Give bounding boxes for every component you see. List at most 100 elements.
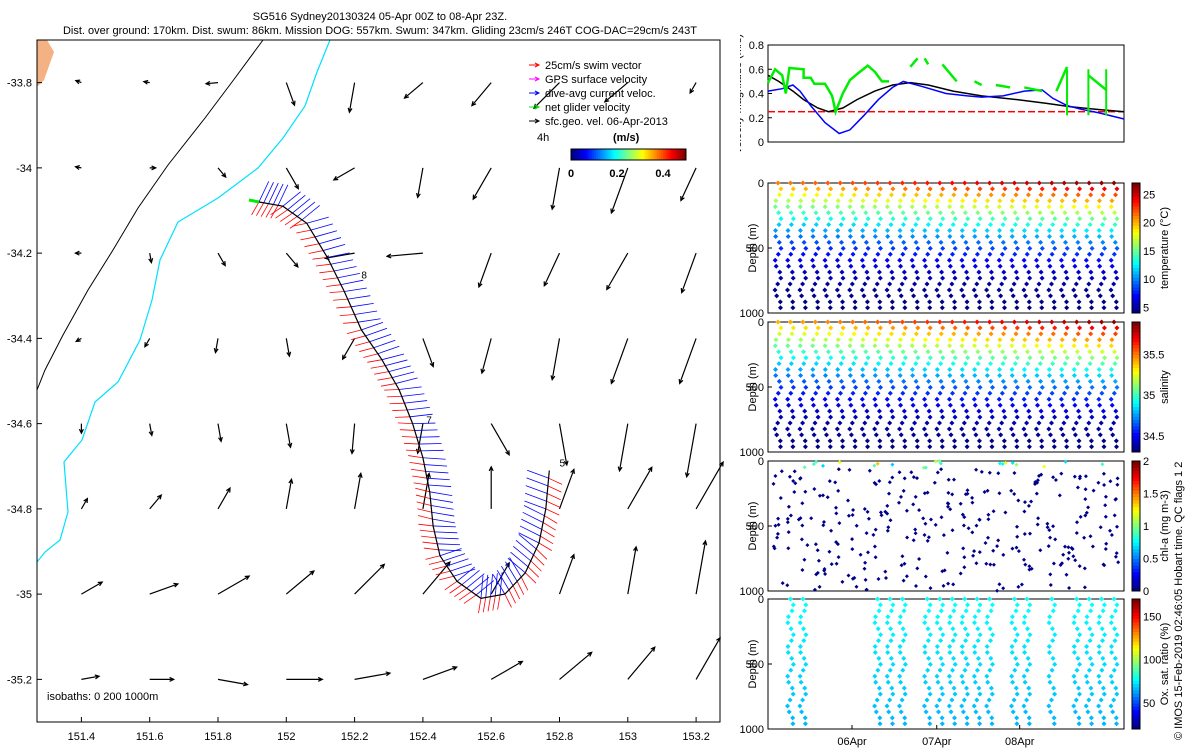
profile-point xyxy=(947,679,953,685)
profile-point xyxy=(902,384,908,390)
profile-point xyxy=(840,245,846,251)
profile-point xyxy=(1071,257,1077,263)
chl-point xyxy=(883,509,888,514)
dac-vector xyxy=(434,531,458,534)
profile-point xyxy=(1047,337,1053,343)
profile-point xyxy=(1012,638,1018,644)
dac-vector xyxy=(513,545,532,562)
swim-vector xyxy=(370,365,386,369)
profile-point xyxy=(850,319,856,325)
profile-point xyxy=(790,275,796,281)
chl-point xyxy=(1115,482,1120,487)
geo-velocity-arrow xyxy=(490,423,510,456)
profile-colorbar-swatch xyxy=(1132,587,1140,592)
chl-point xyxy=(904,574,909,579)
profile-point xyxy=(1098,281,1104,287)
profile-point xyxy=(1024,281,1030,287)
swim-vector xyxy=(300,236,316,241)
profile-point xyxy=(1021,396,1027,402)
chl-point xyxy=(1003,460,1008,465)
profile-point xyxy=(875,180,881,186)
profile-point xyxy=(924,319,930,325)
profile-point xyxy=(959,257,965,263)
profile-point xyxy=(964,685,969,691)
isobath-200m-line xyxy=(36,39,264,391)
profile-point xyxy=(776,210,782,216)
colorbar-swatch xyxy=(582,149,585,160)
profile-point xyxy=(1010,679,1016,685)
profile-point xyxy=(964,721,970,727)
profile-point xyxy=(803,602,809,608)
profile-point xyxy=(1009,426,1014,432)
profile-colorbar-swatch xyxy=(1132,706,1140,710)
profile-point xyxy=(1052,355,1058,361)
chl-point xyxy=(1114,497,1118,501)
chl-point xyxy=(1116,560,1121,565)
profile-point xyxy=(840,325,846,331)
profile-point xyxy=(1084,679,1090,685)
profile-point xyxy=(926,269,932,275)
profile-point xyxy=(1051,685,1057,691)
profile-point xyxy=(848,198,854,204)
profile-point xyxy=(802,438,808,444)
profile-point xyxy=(840,355,846,361)
profile-point xyxy=(802,305,808,311)
profile-point xyxy=(797,287,803,293)
colorbar-swatch xyxy=(651,149,654,160)
profile-point xyxy=(976,192,982,198)
profile-point xyxy=(801,361,807,367)
colorbar-swatch xyxy=(653,149,656,160)
profile-point xyxy=(949,420,955,426)
profile-point xyxy=(1089,305,1095,311)
profile-point xyxy=(948,709,954,715)
profile-point xyxy=(938,361,944,367)
profile-point xyxy=(859,257,865,263)
profile-point xyxy=(825,349,831,355)
profile-point xyxy=(1012,667,1018,673)
chl-point xyxy=(1072,474,1077,479)
profile-point xyxy=(1027,355,1033,361)
profile-point xyxy=(1014,325,1020,331)
profile-colorbar-swatch xyxy=(1132,490,1140,494)
profile-point xyxy=(873,614,878,620)
profile-point xyxy=(872,367,878,372)
profile-point xyxy=(877,721,883,727)
profile-point xyxy=(1051,299,1057,305)
chl-point xyxy=(1058,563,1063,567)
dac-vector xyxy=(268,182,279,204)
profile-point xyxy=(1074,319,1080,325)
profile-point xyxy=(1021,343,1027,349)
profile-point xyxy=(987,180,993,186)
profile-point xyxy=(1112,222,1118,228)
profile-point xyxy=(772,396,778,402)
profile-point xyxy=(959,396,965,402)
profile-point xyxy=(1021,204,1027,210)
profile-point xyxy=(1077,691,1082,697)
profile-point xyxy=(848,263,854,269)
profile-points xyxy=(772,180,1120,311)
colorbar-swatch xyxy=(594,149,597,160)
profile-point xyxy=(977,632,983,638)
profile-point xyxy=(1077,384,1083,390)
profile-point xyxy=(890,414,896,420)
profile-point xyxy=(897,644,903,649)
geo-velocity-arrow xyxy=(142,79,150,85)
profile-colorbar-label: temperature (°C) xyxy=(1159,207,1171,289)
profile-point xyxy=(811,432,817,438)
profile-colorbar-swatch xyxy=(1132,660,1140,665)
dac-vector xyxy=(414,429,438,431)
profile-point xyxy=(1071,426,1077,432)
profile-point xyxy=(1109,198,1115,204)
profile-point xyxy=(790,186,796,192)
profile-point xyxy=(872,644,878,649)
profile-point xyxy=(959,287,965,293)
profile-point xyxy=(1014,721,1020,727)
profile-point xyxy=(900,210,906,216)
profile-point xyxy=(1021,257,1027,263)
net-velocity-vector xyxy=(248,198,260,204)
profile-point xyxy=(1039,275,1045,281)
profile-point xyxy=(934,673,940,679)
profile-point xyxy=(972,402,978,408)
profile-colorbar-swatch xyxy=(1132,647,1140,652)
profile-point xyxy=(889,192,894,198)
